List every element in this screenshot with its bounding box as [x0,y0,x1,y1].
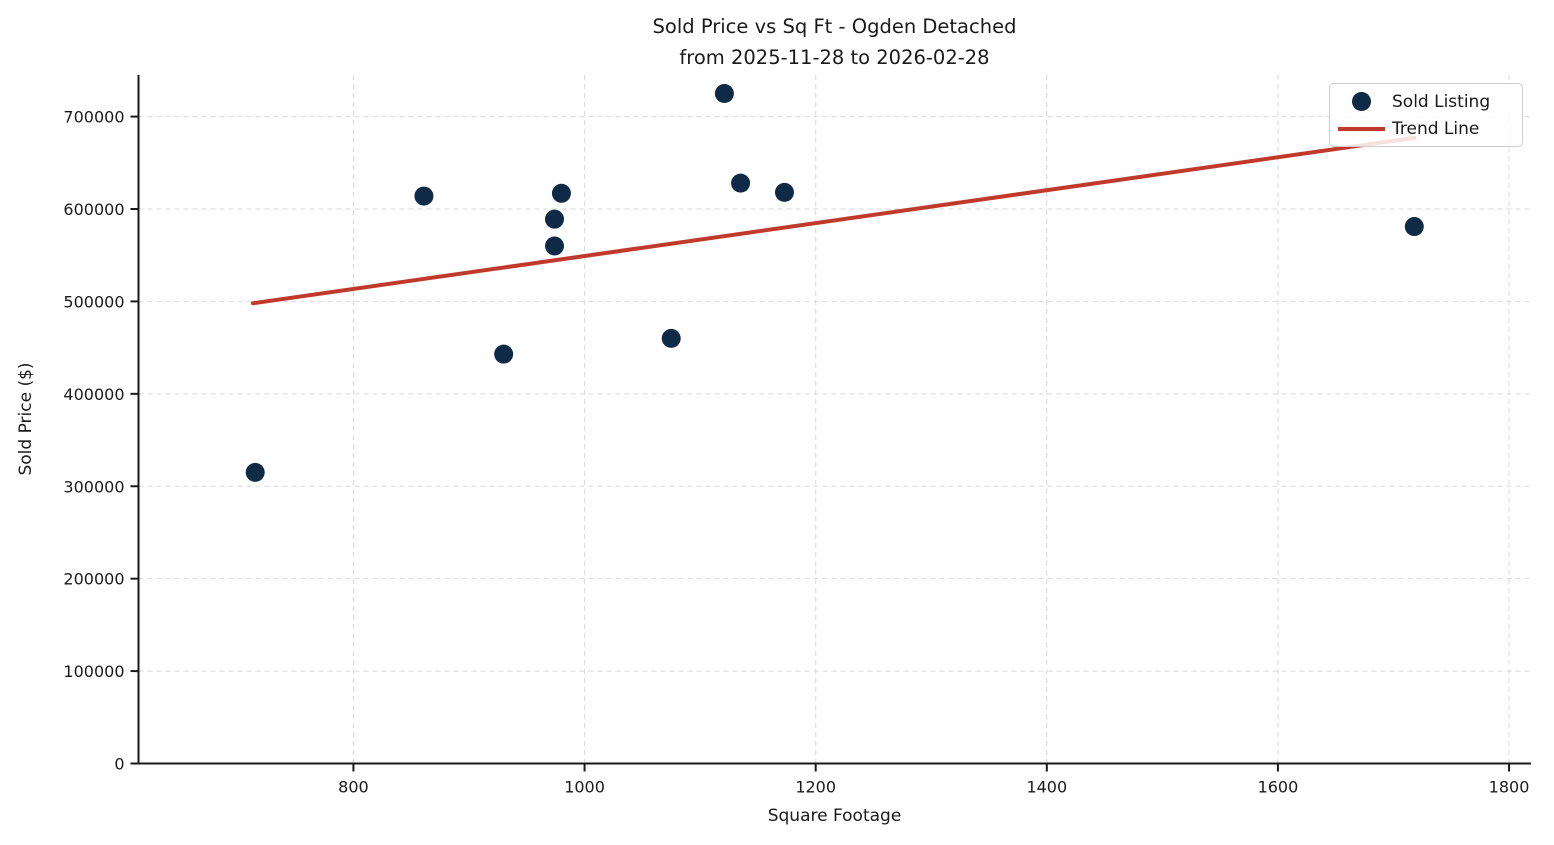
scatter-point [1404,217,1424,237]
chart-title-line2: from 2025-11-28 to 2026-02-28 [679,46,990,69]
y-tick-label: 600000 [63,200,124,219]
legend: Sold Listing Trend Line [1329,83,1523,147]
y-tick-label: 400000 [63,385,124,404]
dot-icon [1351,92,1371,111]
x-axis-label: Square Footage [767,806,902,826]
x-tick-label: 1600 [1258,778,1299,797]
y-tick-label: 700000 [63,108,124,127]
scatter-point [714,83,734,103]
y-tick-label: 0 [114,755,124,774]
scatter-point [774,182,794,202]
y-tick-label: 100000 [63,662,124,681]
y-tick-label: 300000 [63,477,124,496]
legend-label: Sold Listing [1392,91,1491,112]
x-tick-label: 1400 [1026,778,1067,797]
legend-item-trend-line: Trend Line [1330,116,1522,142]
scatter-point [731,173,751,193]
scatter-point [661,328,681,348]
scatter-point [545,209,565,229]
y-tick-label: 200000 [63,570,124,589]
scatter-point [551,183,571,203]
x-tick-label: 1200 [795,778,836,797]
trend-line [250,135,1417,306]
chart-title-line1: Sold Price vs Sq Ft - Ogden Detached [652,15,1017,38]
line-icon [1337,126,1385,131]
x-tick-label: 1000 [564,778,605,797]
y-axis-label: Sold Price ($) [16,362,36,476]
legend-item-sold-listing: Sold Listing [1330,89,1522,115]
y-tick-label: 500000 [63,292,124,311]
scatter-point [245,462,265,482]
scatter-point [414,186,434,206]
legend-label: Trend Line [1392,118,1480,139]
chart-title: Sold Price vs Sq Ft - Ogden Detached fro… [138,11,1531,73]
scatter-point [545,236,565,256]
x-tick-label: 1800 [1489,778,1530,797]
scatter-point [494,344,514,364]
x-tick-label: 800 [338,778,369,797]
